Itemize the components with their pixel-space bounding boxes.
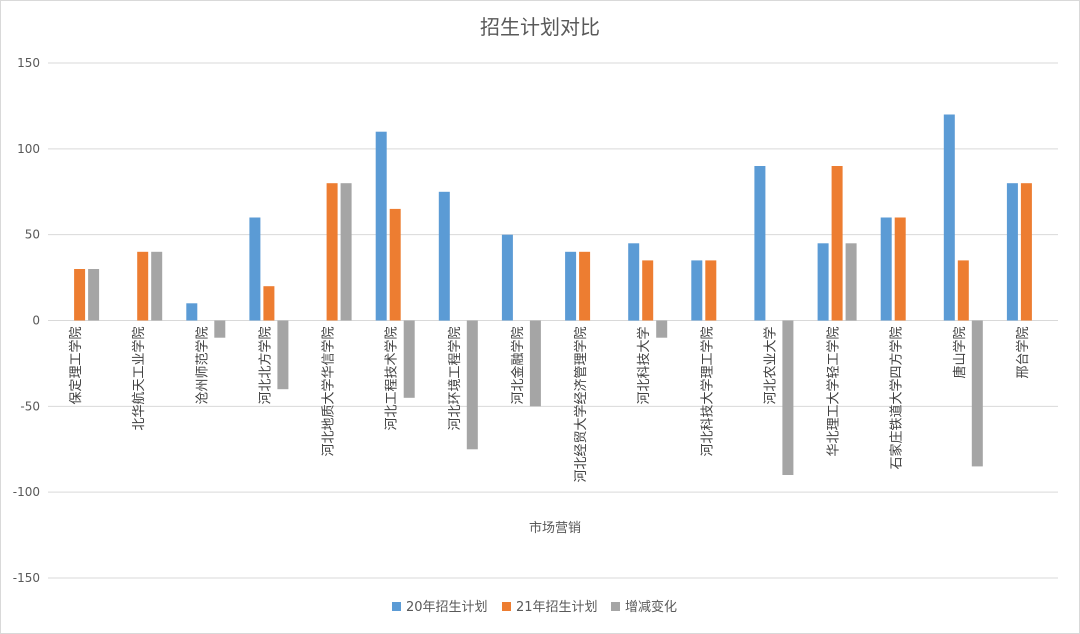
bar [831, 166, 843, 321]
legend-label: 增减变化 [625, 599, 677, 615]
bar [186, 303, 198, 321]
bar [74, 269, 86, 321]
bar [894, 217, 906, 321]
category-label: 河北北方学院 [257, 327, 273, 405]
bar [754, 166, 766, 321]
bar [263, 286, 275, 321]
legend-swatch [392, 602, 401, 611]
category-label: 唐山学院 [952, 327, 968, 379]
category-label: 华北理工大学轻工学院 [826, 327, 842, 457]
bar [277, 320, 289, 390]
bar [845, 243, 857, 321]
bar [1020, 183, 1032, 321]
bar [375, 131, 387, 321]
bar [579, 251, 591, 321]
legend-swatch [611, 602, 620, 611]
category-label: 河北工程技术学院 [384, 327, 400, 431]
bar [438, 191, 450, 321]
category-label: 北华航天工业学院 [131, 327, 147, 431]
bar [656, 320, 668, 338]
bar [214, 320, 226, 338]
bar [151, 251, 163, 321]
y-axis-ticks: 150 100 50 0 -50 -100 -150 [13, 56, 40, 585]
y-tick-label: -150 [13, 571, 40, 585]
bar [880, 217, 892, 321]
legend-label: 20年招生计划 [406, 600, 488, 615]
category-label: 河北农业大学 [762, 327, 778, 405]
bar [137, 251, 149, 321]
y-tick-label: 100 [17, 142, 40, 156]
bar [1006, 183, 1018, 321]
category-label: 石家庄铁道大学四方学院 [889, 327, 905, 470]
legend-swatch [502, 602, 511, 611]
category-label: 河北经贸大学经济管理学院 [573, 327, 589, 483]
legend: 20年招生计划 21年招生计划 增减变化 [392, 599, 677, 615]
bar [249, 217, 261, 321]
bar [403, 320, 415, 398]
bar [943, 114, 955, 321]
bar [817, 243, 829, 321]
bar [326, 183, 338, 321]
bar [340, 183, 352, 321]
category-labels: 保定理工学院 北华航天工业学院 沧州师范学院 河北北方学院 河北地质大学华信学院 河北工程… [68, 327, 1031, 483]
category-label: 邢台学院 [1015, 327, 1031, 379]
bar [705, 260, 717, 321]
y-tick-label: -50 [20, 399, 40, 413]
y-tick-label: 150 [17, 56, 40, 70]
bar [782, 320, 794, 475]
category-label: 河北科技大学理工学院 [699, 327, 715, 457]
bar [565, 251, 577, 321]
bar [971, 320, 983, 467]
bar [88, 269, 100, 321]
bar [501, 234, 513, 321]
bar [529, 320, 541, 407]
bars [74, 114, 1032, 475]
category-label: 河北地质大学华信学院 [321, 327, 337, 457]
legend-label: 21年招生计划 [516, 600, 598, 615]
bar [957, 260, 969, 321]
category-label: 保定理工学院 [68, 327, 84, 405]
bar [389, 208, 401, 321]
y-tick-label: -100 [13, 485, 40, 499]
category-label: 沧州师范学院 [194, 327, 210, 405]
y-tick-label: 0 [32, 314, 40, 328]
bar [466, 320, 478, 450]
category-label: 河北科技大学 [636, 327, 652, 405]
bar [628, 243, 640, 321]
bar [691, 260, 703, 321]
chart-title: 招生计划对比 [480, 15, 600, 39]
bar [642, 260, 654, 321]
category-label: 河北金融学院 [510, 327, 526, 405]
x-axis-title: 市场营销 [529, 520, 581, 536]
y-tick-label: 50 [25, 228, 40, 242]
category-label: 河北环境工程学院 [447, 327, 463, 431]
